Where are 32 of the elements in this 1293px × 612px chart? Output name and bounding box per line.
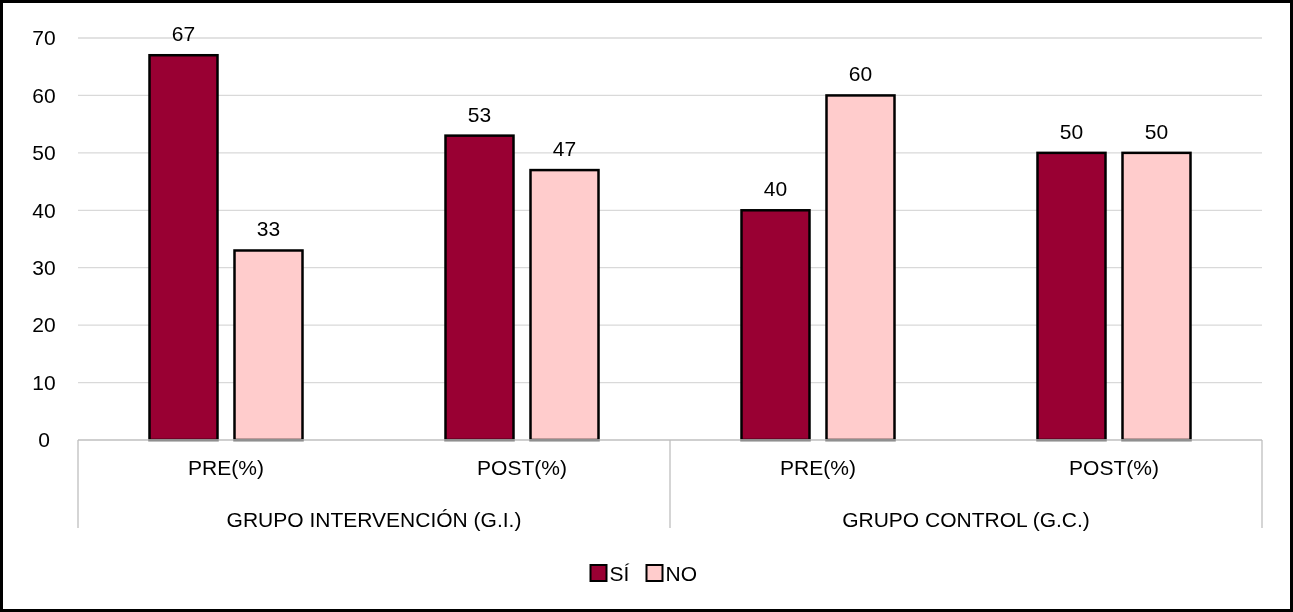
y-tick-label: 10 [32,370,56,394]
x-tick-label: PRE(%) [188,455,264,479]
data-label: 53 [467,102,492,126]
data-label: 47 [552,137,577,161]
bar [148,53,219,442]
text: GRUPO INTERVENCIÓN (G.I.) [226,508,522,531]
x-tick-label: PRE(%) [780,455,856,479]
data-label: 33 [256,217,281,241]
x-tick-label: POST(%) [1069,455,1159,479]
y-tick-label: 20 [32,313,56,337]
y-tick-label: 50 [32,141,56,165]
legend-label: NO [665,562,697,585]
bar [529,168,600,442]
bar [1036,151,1107,442]
bar [444,134,515,442]
text: GRUPO CONTROL (G.C.) [842,508,1090,531]
y-tick-label: 30 [32,255,56,279]
bar [740,209,811,442]
y-tick-label: 0 [38,428,50,452]
y-tick-label: 60 [32,83,56,107]
data-label: 67 [171,22,196,46]
data-label: 50 [1059,119,1084,143]
bar [1121,151,1192,442]
x-tick-label: POST(%) [477,455,567,479]
y-tick-label: 40 [32,198,56,222]
y-tick-label: 70 [32,26,56,50]
bar [233,249,304,442]
legend-label: SÍ [609,562,630,585]
data-label: 50 [1144,119,1169,143]
bar [825,94,896,442]
data-label: 60 [848,62,873,86]
data-label: 40 [763,177,788,201]
